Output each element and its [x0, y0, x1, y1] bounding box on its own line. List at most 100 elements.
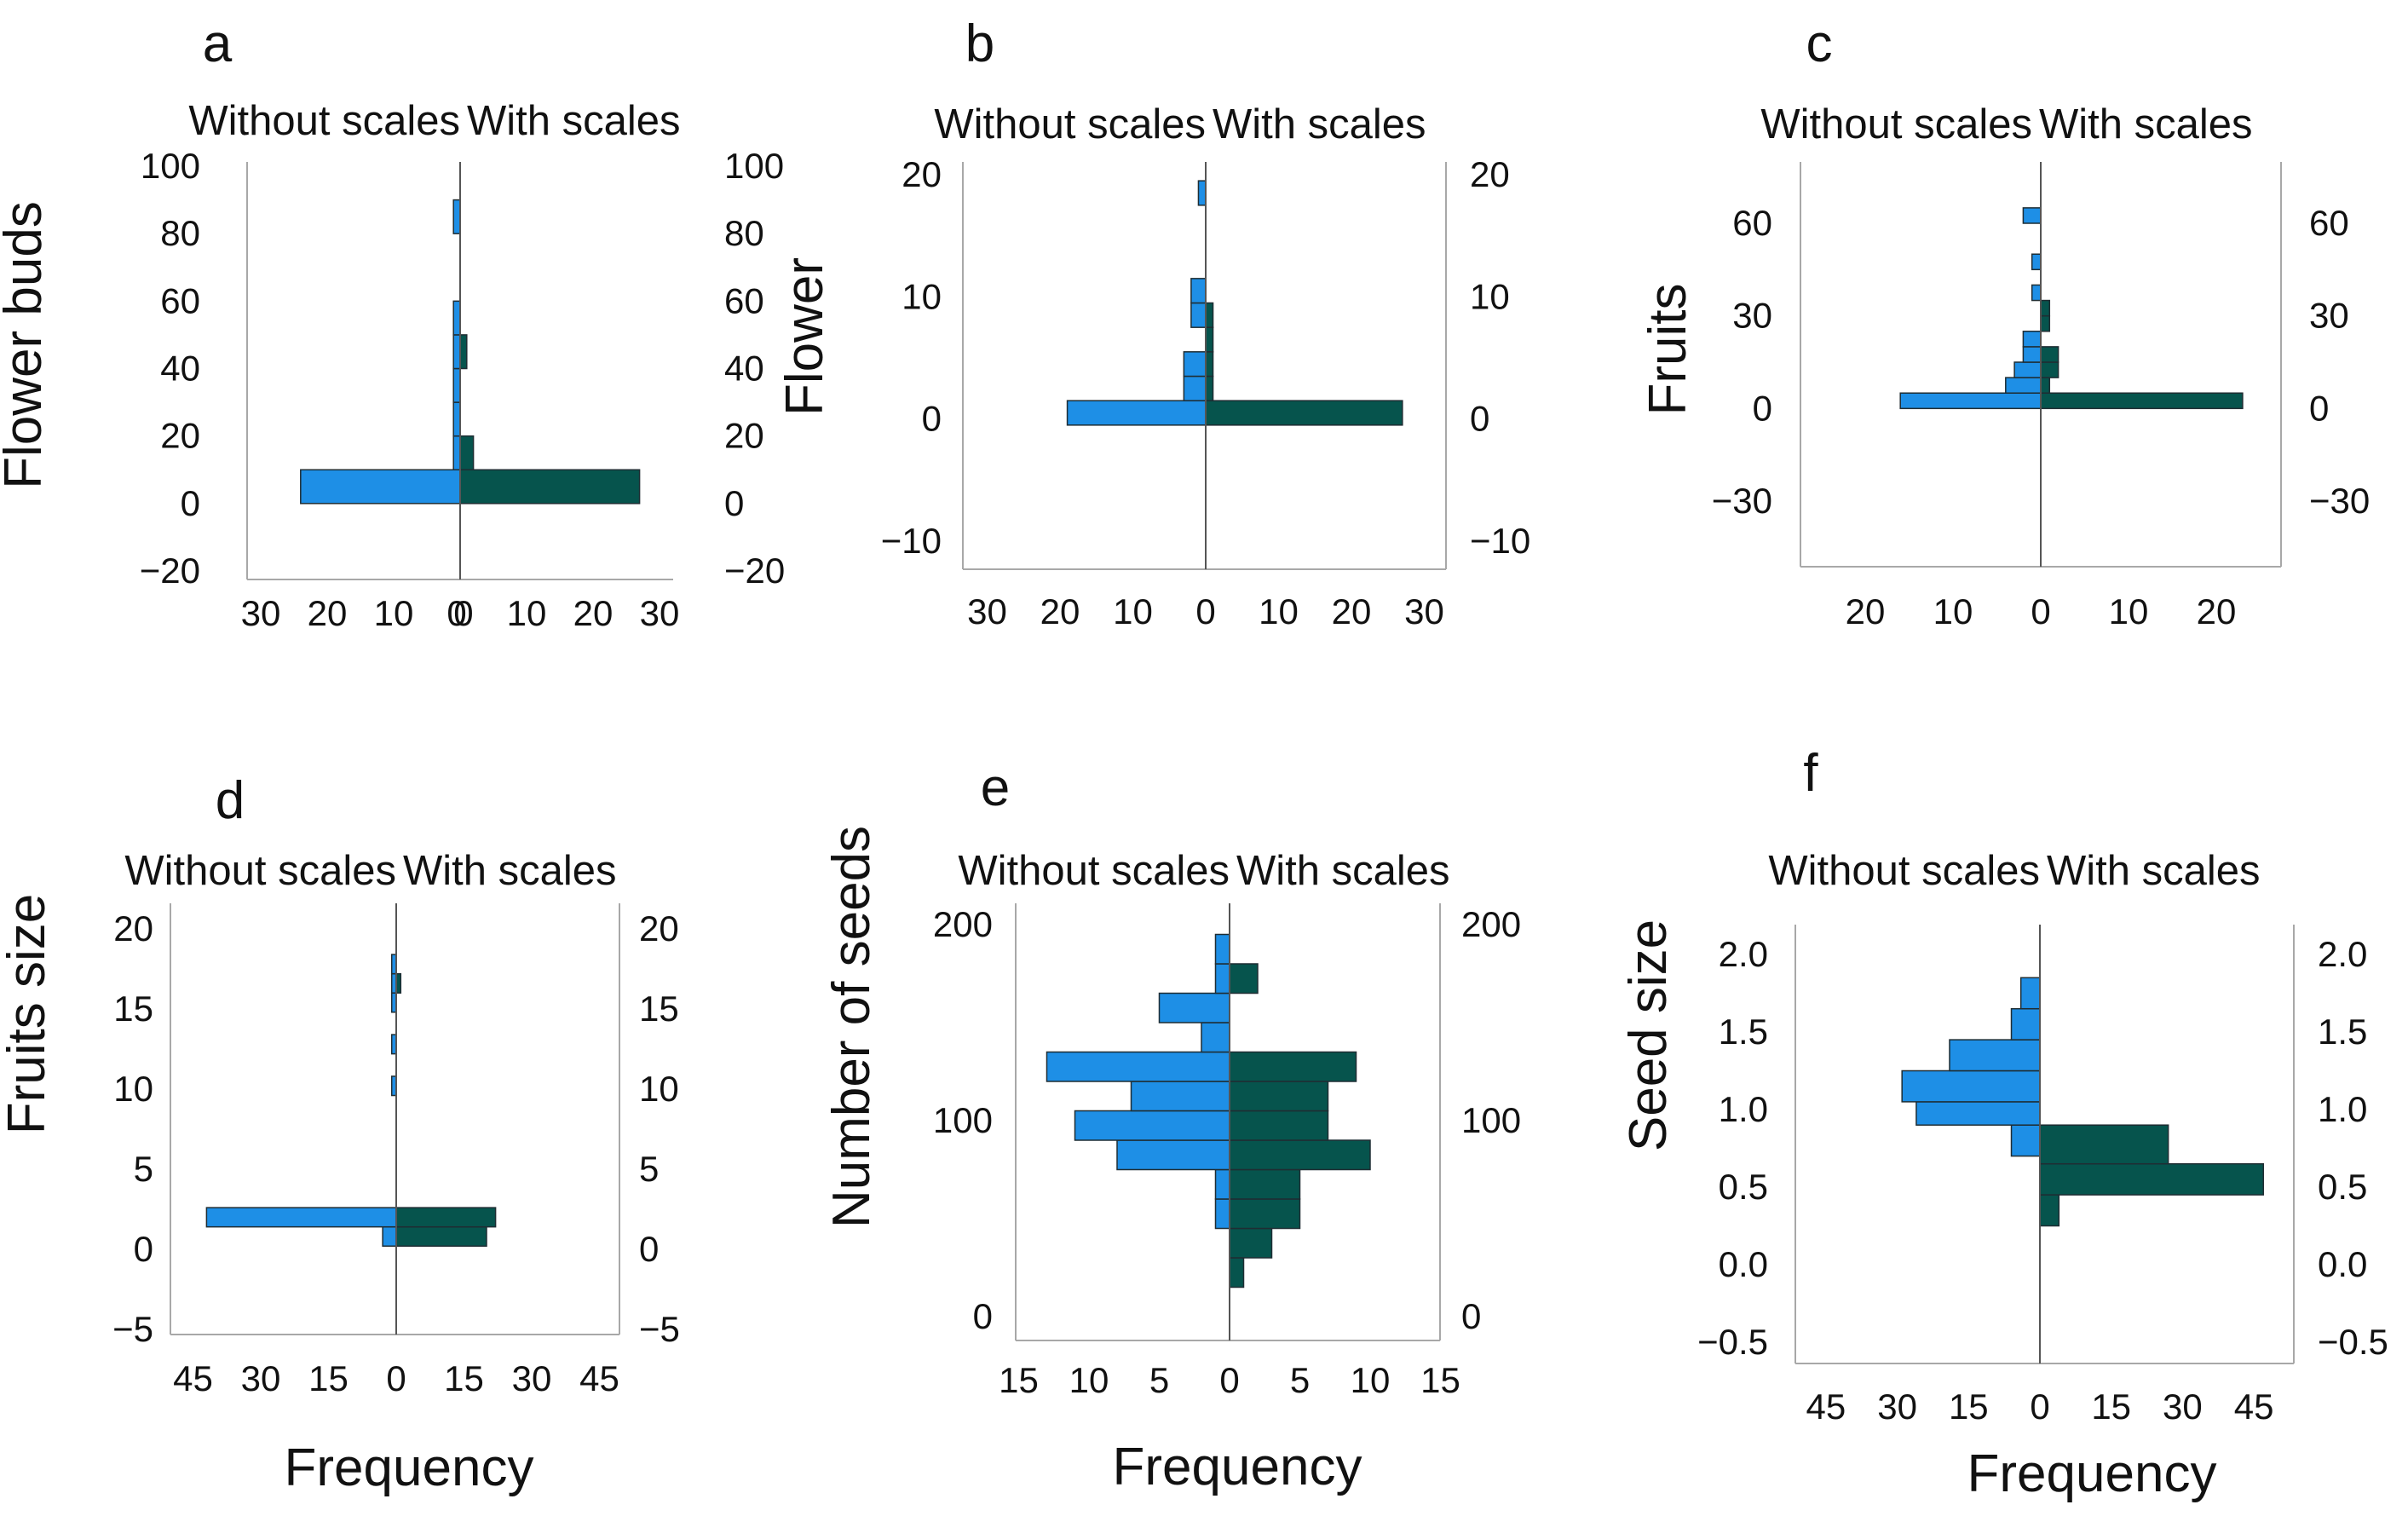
bar-e-with-5: [1229, 1110, 1329, 1141]
bar-c-without-0: [1899, 392, 2042, 410]
bar-e-without-2: [1116, 1139, 1230, 1171]
bar-e-with-8: [1229, 963, 1259, 994]
ytick-right-a-6: −20: [724, 551, 785, 591]
bar-f-with-0: [2039, 1194, 2060, 1227]
y-axis-title-e: Number of seeds: [822, 826, 881, 1228]
bar-e-with-2: [1229, 1198, 1301, 1230]
panel-letter-b: b: [965, 14, 994, 73]
xtick-f-6: 45: [2234, 1387, 2274, 1427]
xtick-c-0: 20: [1846, 591, 1886, 631]
xtick-f-5: 30: [2163, 1387, 2203, 1427]
bar-e-without-3: [1074, 1110, 1230, 1141]
ytick-left-d-3: 5: [134, 1149, 153, 1189]
ytick-left-c-0: 60: [1732, 203, 1772, 243]
bar-e-without-4: [1130, 1081, 1230, 1112]
ytick-right-c-2: 0: [2309, 388, 2329, 428]
x-axis-title-e: Frequency: [1113, 1438, 1362, 1496]
ytick-right-d-1: 15: [639, 989, 679, 1029]
bar-f-with-2: [2039, 1124, 2169, 1165]
xtick-e-2: 5: [1149, 1360, 1169, 1400]
bar-a-without-5: [452, 300, 461, 336]
xtick-b-5: 20: [1332, 591, 1372, 631]
bar-f-without-4: [2010, 1007, 2041, 1041]
bar-b-without-1: [1183, 375, 1207, 401]
ytick-right-c-1: 30: [2309, 296, 2349, 336]
xtick-d-3: 0: [386, 1358, 406, 1398]
legend-right-c: With scales: [2039, 101, 2253, 147]
legend-right-b: With scales: [1213, 101, 1426, 147]
ytick-right-c-3: −30: [2309, 481, 2370, 521]
xtick-a-4: 0: [453, 593, 473, 633]
ytick-right-b-1: 10: [1470, 276, 1510, 316]
bar-c-with-5: [2040, 299, 2051, 317]
xtick-d-0: 45: [173, 1358, 213, 1398]
ytick-right-a-0: 100: [724, 146, 784, 186]
xtick-b-1: 20: [1040, 591, 1080, 631]
bar-f-with-1: [2039, 1162, 2265, 1196]
xtick-b-3: 0: [1195, 591, 1215, 631]
ytick-left-d-1: 15: [113, 989, 153, 1029]
bar-c-with-1: [2040, 377, 2051, 394]
ytick-right-d-3: 5: [639, 1149, 659, 1189]
ytick-left-d-4: 0: [134, 1229, 153, 1269]
bar-b-with-0: [1205, 400, 1403, 426]
ytick-right-a-2: 60: [724, 280, 764, 320]
ytick-right-c-0: 60: [2309, 203, 2349, 243]
legend-right-a: With scales: [467, 98, 681, 144]
ytick-left-a-3: 40: [160, 349, 200, 389]
bar-a-with-0: [459, 469, 641, 504]
ytick-right-d-4: 0: [639, 1229, 659, 1269]
bar-e-without-0: [1214, 1198, 1230, 1230]
bar-b-without-3: [1190, 302, 1207, 328]
legend-right-f: With scales: [2047, 848, 2261, 894]
bar-b-without-4: [1190, 278, 1207, 304]
xtick-a-5: 10: [507, 593, 547, 633]
panel-letter-a: a: [203, 14, 233, 73]
x-axis-title-d: Frequency: [285, 1438, 534, 1497]
ytick-right-e-0: 200: [1461, 904, 1521, 944]
xtick-c-2: 0: [2031, 591, 2050, 631]
xtick-a-7: 30: [640, 593, 680, 633]
legend-left-f: Without scales: [1768, 848, 2040, 894]
bar-e-without-7: [1158, 992, 1230, 1023]
bar-e-without-5: [1046, 1051, 1230, 1082]
ytick-right-d-5: −5: [639, 1309, 680, 1349]
ytick-right-a-1: 80: [724, 213, 764, 253]
ytick-left-d-0: 20: [113, 908, 153, 948]
bar-f-without-1: [1915, 1101, 2041, 1126]
ytick-left-f-1: 1.5: [1719, 1012, 1768, 1052]
bar-e-without-8: [1214, 963, 1230, 994]
ytick-right-f-3: 0.5: [2318, 1167, 2367, 1207]
legend-left-b: Without scales: [934, 101, 1206, 147]
bar-b-with-3: [1205, 326, 1214, 353]
y-axis-title-c: Fruits: [1639, 284, 1697, 416]
bar-c-without-5: [2031, 284, 2042, 302]
ytick-left-a-2: 60: [160, 280, 200, 320]
bar-d-with-1: [395, 1207, 497, 1228]
bar-b-with-1: [1205, 375, 1214, 401]
xtick-e-1: 10: [1069, 1360, 1109, 1400]
xtick-b-4: 10: [1259, 591, 1299, 631]
xtick-f-0: 45: [1806, 1387, 1846, 1427]
ytick-left-c-2: 0: [1753, 388, 1772, 428]
xtick-f-4: 15: [2091, 1387, 2131, 1427]
x-axis-title-f: Frequency: [1967, 1444, 2217, 1503]
ytick-right-a-3: 40: [724, 349, 764, 389]
ytick-left-a-0: 100: [141, 146, 200, 186]
bar-f-without-5: [2019, 977, 2041, 1010]
bar-f-without-2: [1901, 1069, 2041, 1103]
ytick-left-f-3: 0.5: [1719, 1167, 1768, 1207]
ytick-right-b-2: 0: [1470, 399, 1489, 439]
ytick-left-b-2: 0: [922, 399, 942, 439]
bar-b-without-0: [1066, 400, 1207, 426]
ytick-right-f-0: 2.0: [2318, 934, 2367, 974]
bar-c-without-1: [2005, 377, 2042, 394]
bar-e-with-4: [1229, 1139, 1371, 1171]
xtick-f-2: 15: [1949, 1387, 1989, 1427]
ytick-left-c-3: −30: [1712, 481, 1772, 521]
bar-d-with-0: [395, 1225, 487, 1247]
ytick-right-e-2: 0: [1461, 1296, 1481, 1336]
bar-f-without-3: [1949, 1039, 2041, 1072]
xtick-e-5: 10: [1351, 1360, 1391, 1400]
